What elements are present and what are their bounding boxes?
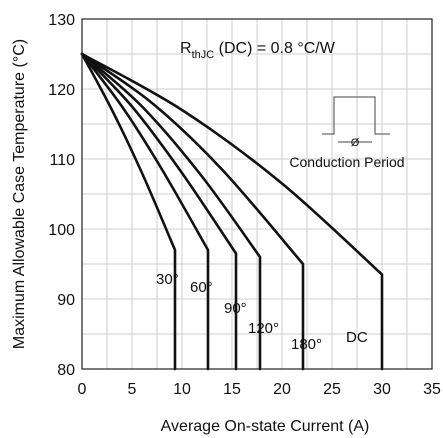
plot-frame xyxy=(81,18,433,370)
y-tick-label: 130 xyxy=(48,12,75,29)
y-tick-label: 120 xyxy=(48,82,75,99)
x-axis-label: Average On-state Current (A) xyxy=(161,418,370,435)
grid xyxy=(81,18,433,370)
x-tick-label: 25 xyxy=(323,381,341,398)
rthjc-main: R xyxy=(180,40,192,57)
rthjc-annotation: RthJC (DC) = 0.8 °C/W xyxy=(180,40,336,61)
x-tick-label: 30 xyxy=(373,381,391,398)
x-tick-label: 10 xyxy=(173,381,191,398)
x-tick-label: 15 xyxy=(223,381,241,398)
x-tick-label: 5 xyxy=(128,381,137,398)
curve-label-30: 30° xyxy=(156,271,179,288)
x-tick-label: 0 xyxy=(78,381,87,398)
curve-series-0 xyxy=(80,52,177,371)
y-axis-label: Maximum Allowable Case Temperature (°C) xyxy=(11,39,28,349)
rthjc-sub: thJC xyxy=(192,49,215,61)
conduction-period-diagram: Ø Conduction Period xyxy=(289,96,405,170)
curves xyxy=(80,52,384,371)
curve-series-5 xyxy=(80,52,384,371)
curve-label-dc: DC xyxy=(346,329,368,346)
curve-series-3 xyxy=(80,52,262,371)
y-tick-label: 90 xyxy=(57,292,75,309)
conduction-waveform xyxy=(322,96,390,135)
y-tick-label: 80 xyxy=(57,362,75,379)
curve-label-60: 60° xyxy=(190,279,213,296)
rthjc-rest: (DC) = 0.8 °C/W xyxy=(214,40,336,57)
curve-series-1 xyxy=(80,52,210,371)
curve-labels: 30° 60° 90° 120° 180° DC xyxy=(156,271,368,353)
curve-label-120: 120° xyxy=(248,320,279,337)
phi-symbol: Ø xyxy=(351,137,360,149)
y-tick-label: 100 xyxy=(48,222,75,239)
x-tick-label: 20 xyxy=(273,381,291,398)
curve-label-180: 180° xyxy=(291,336,322,353)
tick-labels: 0 5 10 15 20 25 30 35 80 90 100 110 120 130 xyxy=(48,12,441,398)
curve-label-90: 90° xyxy=(224,300,247,317)
conduction-period-label: Conduction Period xyxy=(289,154,404,170)
x-tick-label: 35 xyxy=(423,381,441,398)
curve-series-4 xyxy=(80,52,305,371)
y-tick-label: 110 xyxy=(49,152,75,169)
curve-series-2 xyxy=(80,52,238,371)
